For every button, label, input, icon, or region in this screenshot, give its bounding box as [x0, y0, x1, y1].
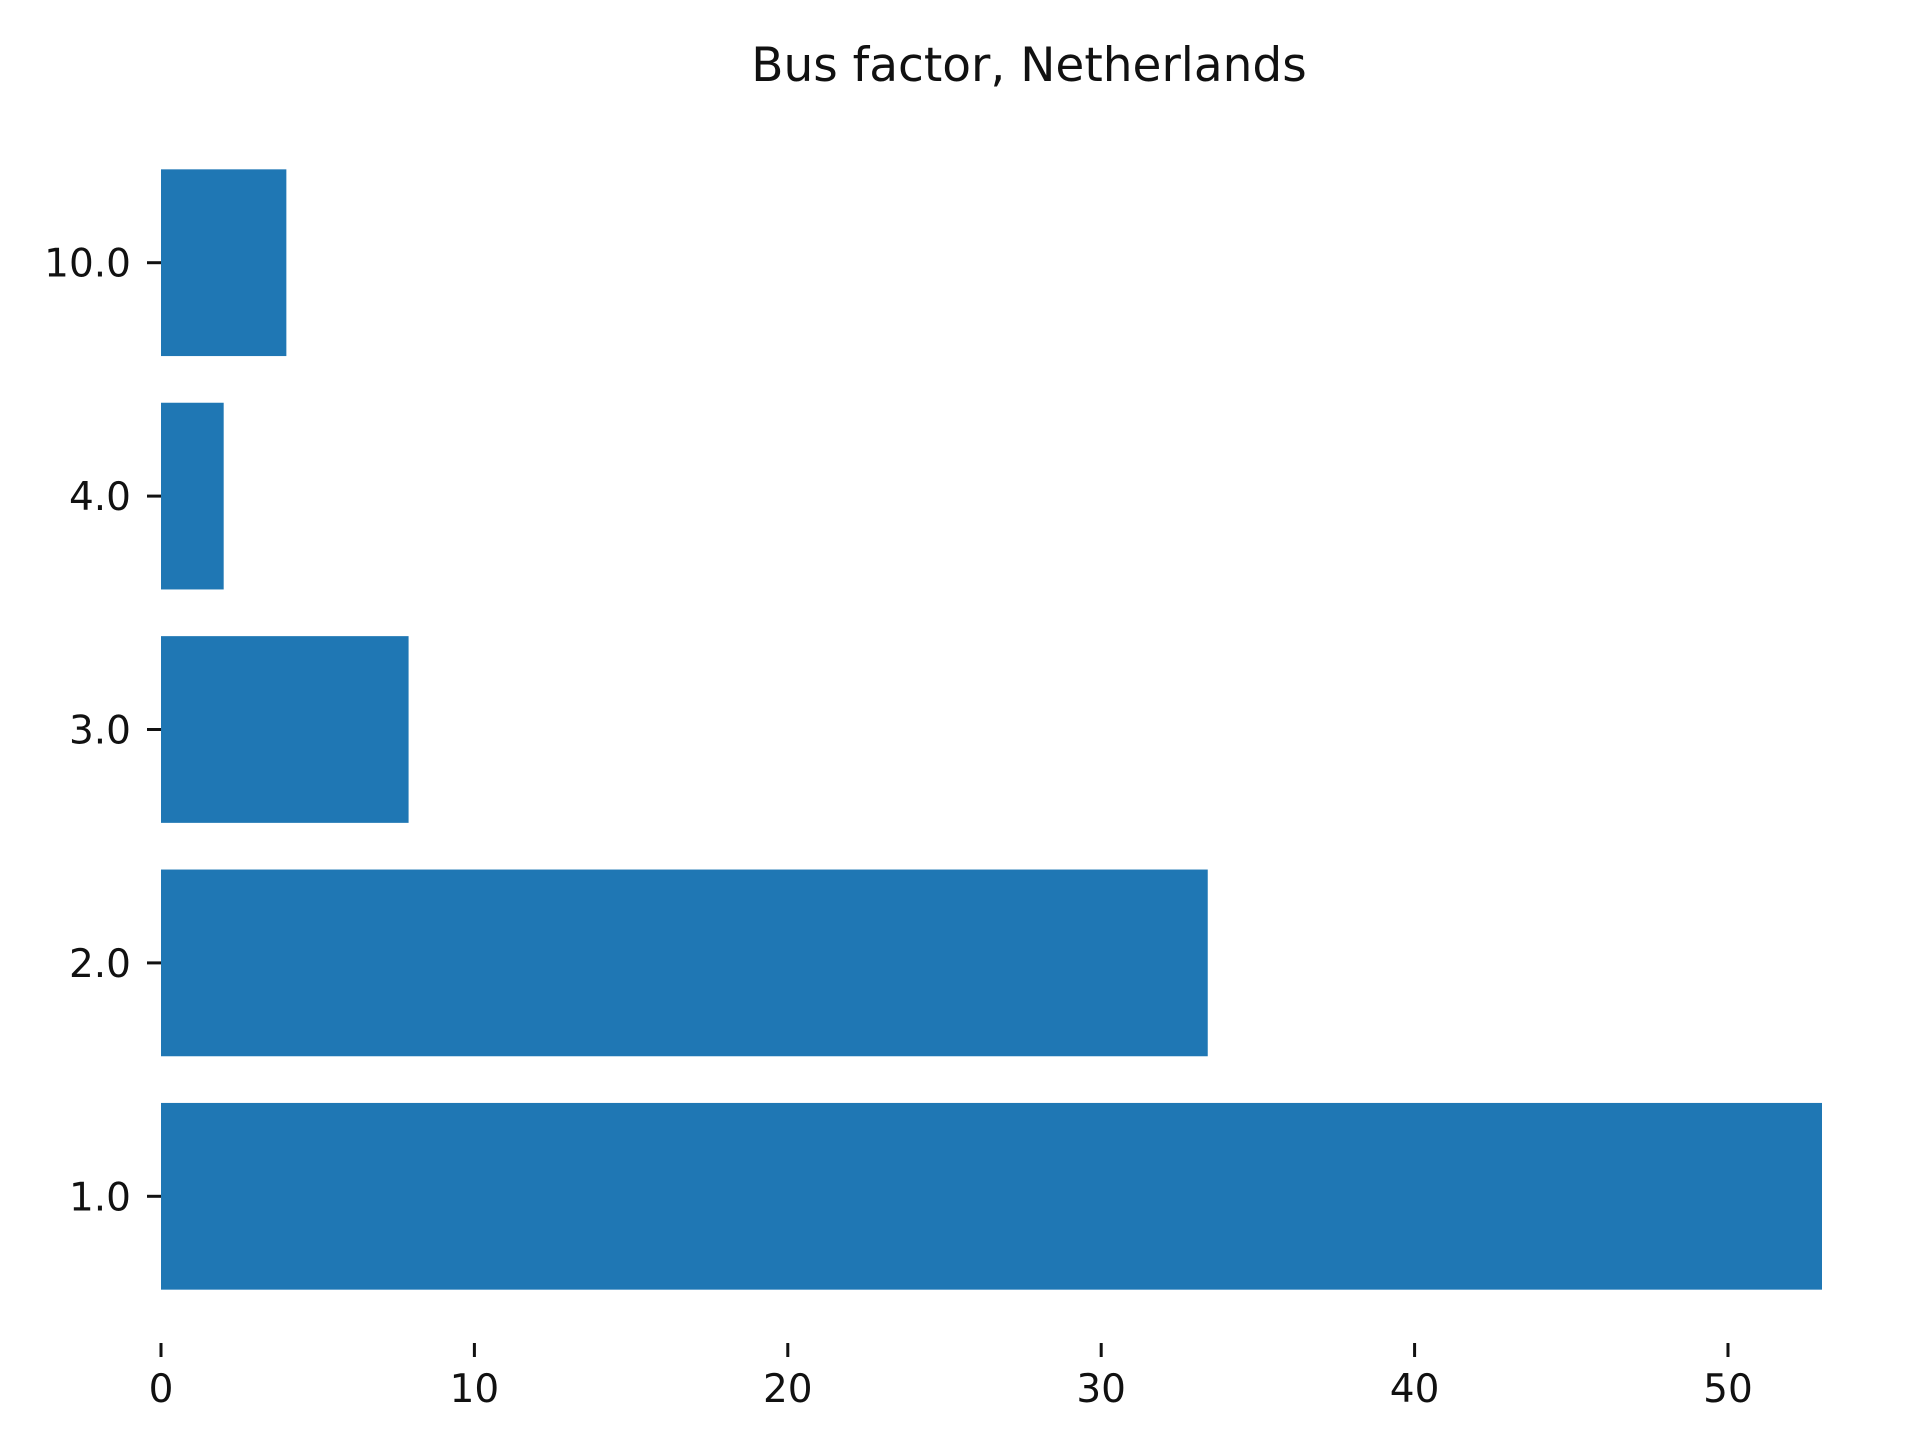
y-tick-label: 3.0 — [69, 709, 131, 754]
bar-4-0 — [161, 402, 224, 590]
x-axis: 0 10 20 30 40 50 — [149, 1343, 1753, 1412]
bars-layer — [161, 169, 1822, 1290]
bar-10-0 — [161, 169, 287, 357]
chart-title: Bus factor, Netherlands — [751, 38, 1307, 93]
x-tick-label: 50 — [1703, 1367, 1753, 1412]
bar-3-0 — [161, 636, 409, 823]
x-tick-label: 10 — [450, 1367, 500, 1412]
y-tick-label: 4.0 — [69, 475, 131, 520]
bar-1-0 — [161, 1102, 1822, 1290]
x-tick-label: 40 — [1390, 1367, 1440, 1412]
y-tick-label: 10.0 — [44, 242, 131, 287]
x-tick-label: 30 — [1076, 1367, 1126, 1412]
y-tick-label: 2.0 — [69, 942, 131, 987]
x-tick-label: 20 — [763, 1367, 813, 1412]
y-tick-label: 1.0 — [69, 1175, 131, 1220]
x-tick-label: 0 — [149, 1367, 174, 1412]
bar-2-0 — [161, 869, 1208, 1057]
y-axis: 1.0 2.0 3.0 4.0 10.0 — [44, 242, 161, 1220]
